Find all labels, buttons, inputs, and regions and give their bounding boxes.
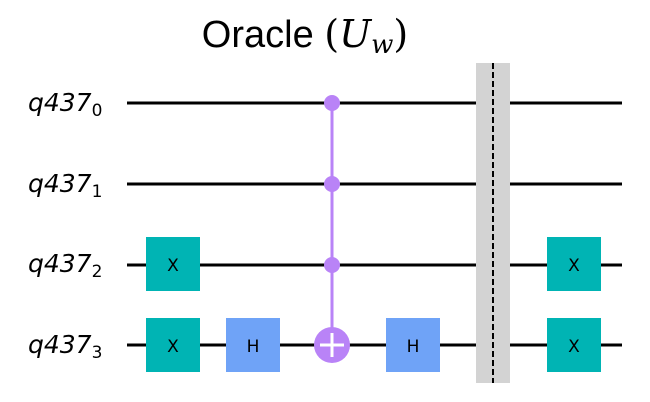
qubit-label-3: q4373 [28,330,103,363]
svg-text:H: H [247,337,260,357]
title-text: Oracle [201,14,314,56]
diagram-title: Oracle (Uw) [201,12,409,60]
control-dot-1 [324,176,340,192]
x-gate-q3-left: X [146,318,200,372]
title-math-subscript: w [371,30,394,60]
qubit-label-0: q4370 [28,88,103,121]
control-dot-0 [324,95,340,111]
target-xor [314,327,350,363]
x-gate-q2-right: X [547,237,601,291]
h-gate-q3-left: H [226,318,280,372]
control-dot-2 [324,257,340,273]
svg-text:X: X [568,337,580,357]
x-gate-q2-left: X [146,237,200,291]
svg-text:X: X [568,256,580,276]
svg-text:X: X [167,256,179,276]
x-gate-q3-right: X [547,318,601,372]
title-math-symbol: Uw [339,12,394,60]
h-gate-q3-right: H [386,318,440,372]
qubit-label-2: q4372 [28,249,103,282]
svg-text:H: H [407,337,420,357]
svg-text:X: X [167,337,179,357]
qubit-label-1: q4371 [28,169,103,202]
